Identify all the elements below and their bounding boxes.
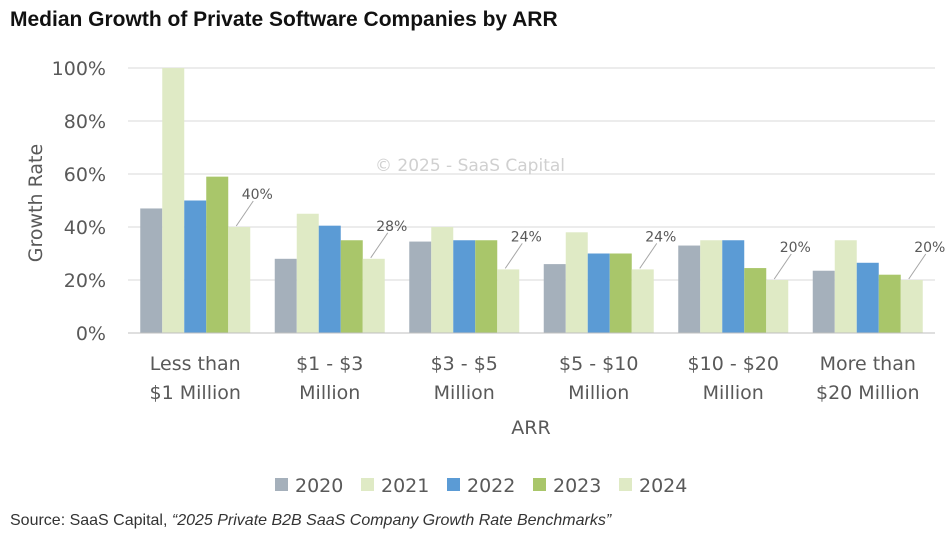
x-tick-label: $1 Million	[150, 382, 241, 404]
bar-2022-1	[318, 225, 341, 333]
bar-2023-2	[475, 240, 498, 333]
legend-swatch-2024	[619, 478, 632, 491]
y-tick-label: 80%	[64, 111, 106, 133]
legend-label: 2023	[553, 475, 601, 497]
bar-2022-4	[722, 240, 745, 333]
annotation-leader	[370, 232, 389, 259]
x-tick-label: Less than	[150, 353, 241, 375]
x-axis-title: ARR	[511, 417, 550, 439]
bar-2024-1	[362, 258, 385, 333]
bar-2022-0	[184, 200, 207, 333]
legend-label: 2020	[295, 475, 343, 497]
y-axis-title: Growth Rate	[25, 144, 47, 262]
bar-2022-5	[856, 262, 879, 333]
bar-2020-5	[812, 270, 835, 333]
bar-2021-5	[834, 240, 857, 333]
bar-2023-1	[340, 240, 363, 333]
x-tick-label: $10 - $20	[688, 353, 779, 375]
x-tick-label: Million	[299, 382, 360, 404]
bar-2023-5	[878, 274, 901, 333]
y-tick-label: 0%	[76, 323, 106, 345]
bar-2021-3	[565, 232, 588, 333]
chart: 0% 20% 40% 60% 80% 100% © 2025 - SaaS Capital 4…	[25, 58, 945, 497]
bar-2024-3	[631, 269, 654, 333]
bar-2023-0	[206, 176, 229, 333]
bar-2024-2	[497, 269, 520, 333]
y-tick-label: 100%	[52, 58, 106, 80]
legend-swatch-2021	[361, 478, 374, 491]
y-tick-label: 40%	[64, 217, 106, 239]
source-note: Source: SaaS Capital, “2025 Private B2B …	[10, 512, 611, 530]
y-tick-label: 60%	[64, 164, 106, 186]
legend-label: 2022	[467, 475, 515, 497]
y-tick-label: 20%	[64, 270, 106, 292]
legend-swatch-2023	[533, 478, 546, 491]
legend-label: 2024	[639, 475, 687, 497]
x-tick-label: More than	[820, 353, 916, 375]
bar-2022-2	[453, 240, 476, 333]
bar-2023-4	[744, 268, 767, 333]
bar-2020-1	[274, 258, 297, 333]
bar-2024-0	[228, 227, 251, 333]
bar-2024-5	[900, 280, 923, 333]
source-prefix: Source: SaaS Capital,	[10, 512, 172, 529]
watermark: © 2025 - SaaS Capital	[375, 156, 565, 176]
annotation-leader	[908, 253, 927, 280]
data-label: 20%	[780, 240, 811, 256]
x-tick-label: Million	[568, 382, 629, 404]
x-tick-label: $20 Million	[816, 382, 919, 404]
x-tick-label: $1 - $3	[296, 353, 363, 375]
annotation-leader	[639, 243, 658, 269]
x-tick-label: $5 - $10	[559, 353, 638, 375]
bar-2022-3	[587, 253, 610, 333]
data-label: 40%	[242, 187, 273, 203]
x-tick-label: $3 - $5	[431, 353, 498, 375]
bar-2021-2	[431, 227, 454, 333]
annotation-leader	[504, 243, 523, 269]
bar-2021-4	[700, 240, 723, 333]
bar-2020-4	[678, 245, 701, 333]
legend-swatch-2022	[447, 478, 460, 491]
bar-2021-1	[296, 213, 319, 333]
data-label: 24%	[645, 229, 676, 245]
x-tick-label: Million	[434, 382, 495, 404]
bar-2020-0	[140, 208, 163, 333]
data-label: 24%	[511, 229, 542, 245]
bar-2024-4	[766, 280, 789, 333]
bar-2020-3	[543, 264, 566, 333]
annotation-leader	[235, 200, 254, 227]
data-label: 28%	[376, 219, 407, 235]
source-report-title: “2025 Private B2B SaaS Company Growth Ra…	[171, 512, 612, 529]
data-label: 20%	[914, 240, 945, 256]
bar-2023-3	[609, 253, 632, 333]
x-tick-label: Million	[703, 382, 764, 404]
legend-swatch-2020	[275, 478, 288, 491]
legend-label: 2021	[381, 475, 429, 497]
annotation-leader	[773, 253, 792, 280]
bar-2021-0	[162, 68, 185, 333]
page-title: Median Growth of Private Software Compan…	[10, 8, 558, 31]
bar-2020-2	[409, 241, 432, 333]
